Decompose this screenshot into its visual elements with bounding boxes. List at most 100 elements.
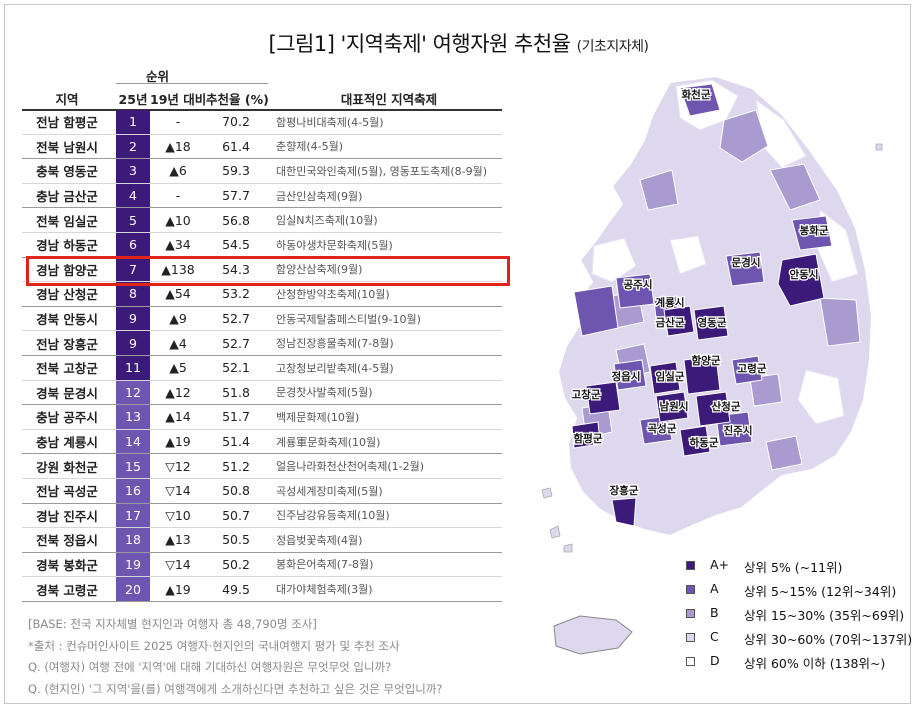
figure-frame	[4, 4, 911, 704]
rank-cell: 4	[116, 183, 150, 208]
change-cell: ▽12	[165, 458, 191, 474]
header-festival: 대표적인 지역축제	[340, 92, 438, 107]
rate-cell: 70.2	[222, 114, 250, 130]
region-cell: 경남 진주시	[36, 508, 98, 524]
rank-cell: 1	[116, 110, 150, 134]
legend-swatch	[686, 633, 695, 642]
rank-cell: 12	[116, 380, 150, 405]
region-cell: 전남 장흥군	[36, 336, 98, 352]
rank-cell: 19	[116, 552, 150, 577]
table-row: 충남 금산군 4 - 57.7 금산인삼축제(9월)	[22, 183, 502, 209]
region-d-west	[591, 237, 637, 283]
festival-cell: 대가야체험축제(3월)	[276, 583, 373, 597]
region-a-jeongeup	[613, 359, 647, 391]
region-d-center	[669, 235, 707, 275]
table-row: 경남 진주시 17 ▽10 50.7 진주남강유등축제(10월)	[22, 503, 502, 529]
legend-code: A	[710, 581, 719, 596]
legend-desc: 상위 60% 이하 (138위~)	[744, 656, 886, 671]
region-a-gokseong	[639, 415, 673, 445]
region-aplus-jangheung	[611, 497, 637, 527]
festival-cell: 곡성세계장미축제(5월)	[276, 484, 383, 498]
map-label: 화천군	[682, 88, 711, 101]
change-cell: ▲34	[165, 237, 191, 253]
legend-swatch	[686, 585, 695, 594]
change-cell: ▲10	[165, 212, 191, 228]
map-label: 산청군	[712, 400, 741, 413]
region-b-1	[719, 109, 769, 163]
map-label: 하동군	[690, 436, 719, 449]
jeju-island	[553, 615, 633, 655]
region-cell: 충남 계룡시	[36, 435, 98, 451]
festival-cell: 춘향제(4-5월)	[276, 140, 344, 154]
region-cell: 전남 곡성군	[36, 484, 98, 500]
festival-cell: 임실N치즈축제(10월)	[276, 214, 378, 228]
rate-cell: 50.5	[222, 532, 250, 548]
title-main: [그림1] '지역축제' 여행자원 추천율	[268, 32, 571, 56]
region-cell: 전북 남원시	[36, 139, 98, 155]
table-row: 전북 고창군 11 ▲5 52.1 고창청보리밭축제(4-5월)	[22, 355, 502, 381]
region-cell: 경북 봉화군	[36, 557, 98, 573]
map-label: 장흥군	[610, 484, 639, 497]
rank-cell: 20	[116, 577, 150, 601]
region-a-mungyeong	[725, 251, 765, 287]
rate-cell: 51.4	[222, 434, 250, 450]
change-cell: ▲6	[169, 163, 187, 179]
region-aplus-imsil	[649, 361, 681, 395]
festival-cell: 금산인삼축제(9월)	[276, 189, 363, 203]
festival-cell: 정읍벚꽃축제(4월)	[276, 533, 363, 547]
table-row: 전북 임실군 5 ▲10 56.8 임실N치즈축제(10월)	[22, 208, 502, 233]
highlight-box	[26, 256, 510, 286]
region-aplus-andong	[777, 253, 825, 307]
map-label: 고창군	[572, 388, 601, 401]
region-cell: 경남 하동군	[36, 238, 98, 254]
region-cell: 경남 함양군	[36, 262, 98, 278]
region-cell: 경북 고령군	[36, 582, 98, 598]
legend-desc: 상위 30~60% (70위~137위)	[744, 632, 913, 647]
festival-cell: 문경찻사발축제(5월)	[276, 386, 373, 400]
change-cell: -	[175, 114, 181, 130]
change-cell: ▲13	[165, 532, 191, 548]
title-sub: (기초지자체)	[576, 39, 649, 55]
table-row: 전남 장흥군 9 ▲4 52.7 정남진장흥물축제(7-8월)	[22, 331, 502, 356]
rank-cell: 14	[116, 429, 150, 454]
rate-cell: 54.3	[222, 261, 250, 277]
table-row: 충남 계룡시 14 ▲19 51.4 계룡軍문화축제(10월)	[22, 429, 502, 455]
rate-cell: 51.7	[222, 409, 250, 425]
change-cell: ▲9	[169, 311, 187, 327]
legend-code: D	[710, 653, 720, 668]
change-cell: ▲14	[165, 409, 191, 425]
west-islands	[541, 487, 573, 553]
legend-desc: 상위 5~15% (12위~34위)	[744, 584, 897, 599]
table-row: 충남 공주시 13 ▲14 51.7 백제문화제(10월)	[22, 405, 502, 430]
table-row: 전북 남원시 2 ▲18 61.4 춘향제(4-5월)	[22, 134, 502, 160]
rank-cell: 15	[116, 454, 150, 478]
legend-code: B	[710, 605, 719, 620]
region-aplus-sancheong	[695, 391, 731, 427]
region-cell: 경북 안동시	[36, 312, 98, 328]
rate-cell: 50.7	[222, 507, 250, 523]
change-cell: ▽14	[165, 556, 191, 572]
legend-code: C	[710, 629, 719, 644]
rate-cell: 51.2	[222, 458, 250, 474]
table-row: 경북 문경시 12 ▲12 51.8 문경찻사발축제(5월)	[22, 380, 502, 406]
festival-cell: 계룡軍문화축제(10월)	[276, 435, 381, 449]
map-label: 봉화군	[800, 224, 829, 237]
legend-code: A+	[710, 557, 730, 572]
map-label: 곡성군	[648, 422, 677, 435]
map-label: 문경시	[732, 256, 761, 269]
map-label: 임실군	[656, 370, 685, 383]
rank-cell: 5	[116, 208, 150, 232]
table-row: 경북 고령군 20 ▲19 49.5 대가야체험축제(3월)	[22, 577, 502, 602]
change-cell: ▽14	[165, 483, 191, 499]
region-cell: 전북 임실군	[36, 213, 98, 229]
region-cell: 경남 산청군	[36, 287, 98, 303]
map-label: 금산군	[656, 316, 685, 329]
region-aplus-gochang	[585, 381, 621, 415]
table-row: 전남 곡성군 16 ▽14 50.8 곡성세계장미축제(5월)	[22, 478, 502, 504]
change-cell: ▲5	[169, 360, 187, 376]
rate-cell: 59.3	[222, 163, 250, 179]
notes: [BASE: 전국 지자체별 현지인과 여행자 총 48,790명 조사] *출…	[28, 614, 443, 700]
table-row: 충북 영동군 3 ▲6 59.3 대한민국와인축제(5월), 영동포도축제(8-9월)	[22, 159, 502, 184]
region-cell: 전북 고창군	[36, 361, 98, 377]
